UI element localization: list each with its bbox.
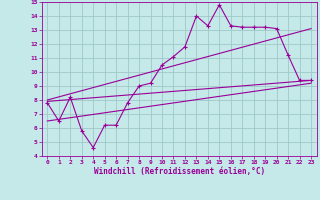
X-axis label: Windchill (Refroidissement éolien,°C): Windchill (Refroidissement éolien,°C)	[94, 167, 265, 176]
